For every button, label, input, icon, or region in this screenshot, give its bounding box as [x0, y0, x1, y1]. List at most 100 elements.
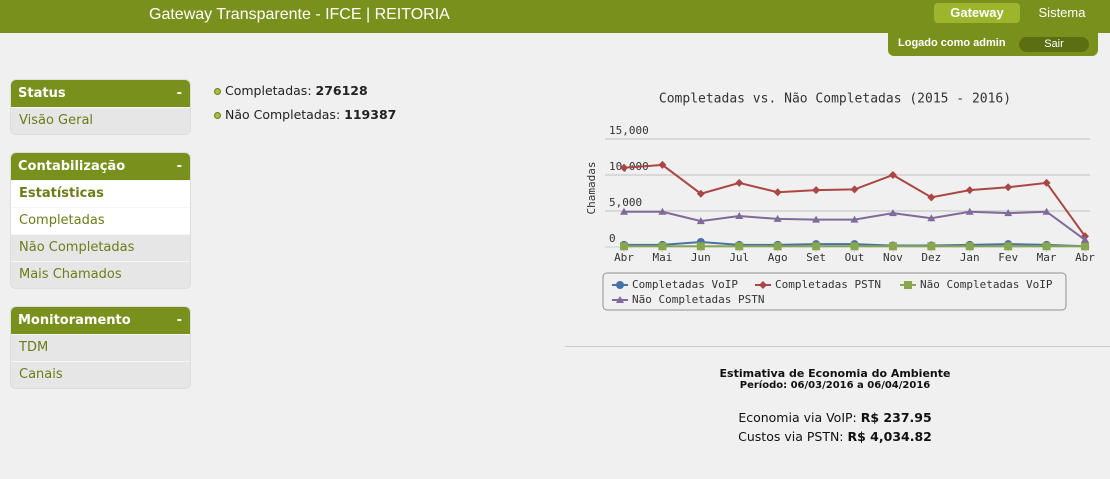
sidebar-item[interactable]: TDM — [11, 334, 190, 361]
data-point — [850, 242, 859, 251]
data-point — [812, 186, 821, 195]
nav-tab[interactable]: Gateway — [934, 3, 1020, 23]
sidebar-item[interactable]: Não Completadas — [11, 234, 190, 261]
data-point — [1042, 178, 1051, 187]
summary-value: 276128 — [315, 83, 368, 98]
legend-marker — [616, 296, 624, 303]
sidebar-box: Monitoramento - TDM Canais — [10, 306, 191, 389]
user-label: Logado como admin — [898, 37, 1006, 49]
data-point — [927, 242, 936, 251]
x-tick-label: Mar — [1037, 251, 1057, 264]
data-point — [658, 160, 667, 169]
economy-label: Custos via PSTN: — [738, 429, 844, 444]
summary-item: Não Completadas: 119387 — [214, 107, 396, 122]
data-point — [812, 215, 821, 223]
legend-marker — [759, 281, 767, 289]
sidebar-item[interactable]: Estatísticas — [11, 180, 190, 207]
data-point — [735, 178, 744, 187]
economy-period: Período: 06/03/2016 a 06/04/2016 — [739, 380, 931, 391]
sidebar-toggle[interactable]: - — [176, 313, 182, 328]
legend-label: Não Completadas VoIP — [920, 278, 1053, 291]
data-point — [965, 207, 974, 215]
economy-value: R$ 4,034.82 — [847, 429, 932, 444]
data-point — [773, 214, 782, 222]
y-tick-label: 15,000 — [609, 124, 649, 137]
data-point — [696, 217, 705, 225]
data-point — [620, 163, 628, 172]
y-tick-label: 5,000 — [609, 196, 642, 209]
data-point — [620, 207, 628, 215]
sidebar-header[interactable]: Status - — [11, 80, 190, 107]
legend-marker — [616, 281, 624, 289]
y-axis-label: Chamadas — [585, 162, 598, 215]
separator — [565, 346, 1110, 347]
series-line — [623, 163, 1086, 237]
legend-marker — [904, 281, 912, 289]
data-point — [812, 242, 821, 251]
sidebar-item[interactable]: Canais — [11, 361, 190, 388]
chart-title: Completadas vs. Não Completadas (2015 - … — [659, 92, 1011, 107]
app-title: Gateway Transparente - IFCE | REITORIA — [149, 6, 450, 23]
sidebar-box: Status - Visão Geral — [10, 79, 191, 135]
sidebar-toggle[interactable]: - — [176, 159, 182, 174]
x-tick-label: Mai — [652, 251, 672, 264]
legend-label: Completadas VoIP — [632, 278, 738, 291]
sidebar-header[interactable]: Contabilização - — [11, 153, 190, 180]
data-point — [1042, 207, 1051, 215]
data-point — [850, 185, 859, 194]
data-point — [735, 212, 744, 220]
legend-label: Não Completadas PSTN — [632, 293, 764, 306]
y-tick-label: 0 — [609, 232, 616, 245]
x-tick-label: Set — [806, 251, 826, 264]
sidebar-item[interactable]: Mais Chamados — [11, 261, 190, 288]
data-point — [888, 209, 897, 217]
header-bar: Gateway Transparente - IFCE | REITORIA G… — [0, 0, 1110, 33]
sidebar-title: Status — [18, 86, 66, 101]
legend-box — [602, 272, 1067, 311]
data-point — [658, 242, 667, 251]
economy-line: Custos via PSTN: R$ 4,034.82 — [565, 429, 1105, 444]
sidebar-item[interactable]: Completadas — [11, 207, 190, 234]
data-point — [1004, 209, 1013, 217]
data-point — [850, 215, 859, 223]
sidebar-title: Monitoramento — [18, 313, 131, 328]
x-tick-label: Abr — [614, 251, 634, 264]
data-point — [658, 207, 667, 215]
economy-label: Economia via VoIP: — [738, 410, 857, 425]
summary-value: 119387 — [344, 107, 397, 122]
x-tick-label: Jul — [729, 251, 749, 264]
data-point — [773, 242, 782, 251]
data-point — [735, 242, 744, 251]
data-point — [1081, 242, 1089, 251]
data-point — [1081, 235, 1089, 243]
x-tick-label: Out — [845, 251, 865, 264]
x-tick-label: Jan — [960, 251, 980, 264]
sidebar-item[interactable]: Visão Geral — [11, 107, 190, 134]
chart: Completadas vs. Não Completadas (2015 - … — [585, 92, 1095, 311]
sidebar-title: Contabilização — [18, 159, 126, 174]
summary-item: Completadas: 276128 — [214, 83, 368, 98]
legend-label: Completadas PSTN — [775, 278, 881, 291]
x-tick-label: Abr — [1075, 251, 1095, 264]
data-point — [620, 242, 628, 251]
economy-value: R$ 237.95 — [860, 410, 932, 425]
data-point — [696, 242, 705, 251]
summary-label: Não Completadas: — [225, 107, 341, 122]
economy-title: Estimativa de Economia do Ambiente — [719, 367, 951, 380]
x-tick-label: Jun — [691, 251, 711, 264]
x-tick-label: Nov — [883, 251, 903, 264]
x-tick-label: Ago — [768, 251, 788, 264]
user-bar: Logado como admin Sair — [888, 33, 1098, 56]
nav-tab[interactable]: Sistema — [1038, 5, 1086, 20]
sidebar-header[interactable]: Monitoramento - — [11, 307, 190, 334]
x-tick-label: Fev — [998, 251, 1018, 264]
logout-button[interactable]: Sair — [1019, 37, 1089, 52]
data-point — [1042, 242, 1051, 251]
data-point — [773, 188, 782, 197]
data-point — [1004, 183, 1013, 192]
sidebar-toggle[interactable]: - — [176, 86, 182, 101]
data-point — [888, 242, 897, 251]
data-point — [1004, 242, 1013, 251]
data-point — [965, 186, 974, 195]
